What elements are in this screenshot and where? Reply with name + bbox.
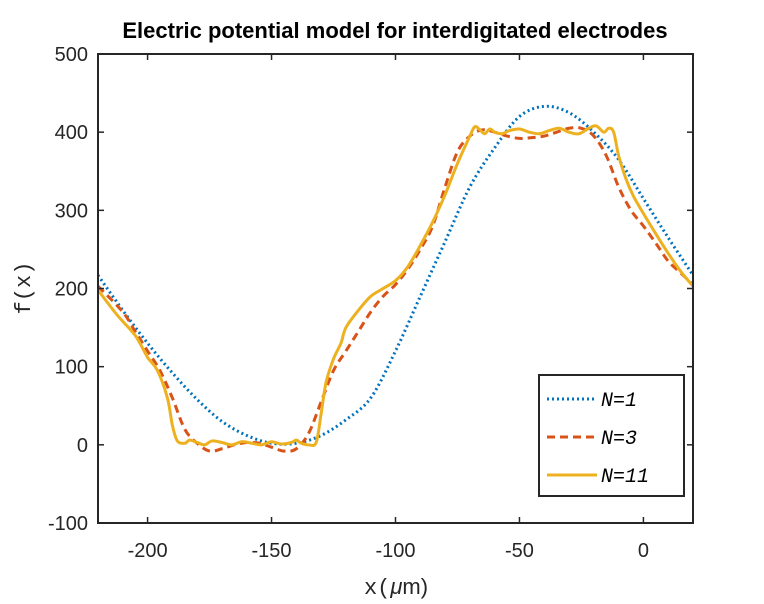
axes-box — [97, 53, 694, 524]
y-tick-label: 200 — [55, 279, 88, 301]
y-tick-labels: -100 0 100 200 300 400 500 — [48, 44, 88, 535]
y-tick-label: -100 — [48, 513, 88, 535]
x-tick-label: 0 — [638, 540, 649, 562]
y-tick-label: 400 — [55, 122, 88, 144]
series-line-n-3 — [98, 126, 693, 453]
x-tick-label: -50 — [505, 540, 534, 562]
series-layer — [98, 104, 693, 453]
legend-label: N=1 — [601, 390, 637, 413]
x-tick-label: -150 — [252, 540, 292, 562]
legend-items: N=1 N=3 N=11 — [547, 390, 649, 489]
x-tick-label: -100 — [375, 540, 415, 562]
x-tick-label: -200 — [128, 540, 168, 562]
y-tick-label: 300 — [55, 200, 88, 222]
legend-label: N=11 — [601, 466, 649, 489]
x-tick-labels: -200 -150 -100 -50 0 — [128, 540, 649, 562]
x-axis-label: x(μm) — [364, 574, 428, 601]
legend-label: N=3 — [601, 428, 637, 451]
y-tick-label: 500 — [55, 44, 88, 66]
y-tick-label: 0 — [77, 435, 88, 457]
chart-title: Electric potential model for interdigita… — [122, 18, 667, 43]
y-axis-label: f(x) — [12, 262, 37, 315]
y-tick-label: 100 — [55, 357, 88, 379]
legend: N=1 N=3 N=11 — [538, 374, 685, 497]
series-line-n-11 — [98, 124, 693, 448]
